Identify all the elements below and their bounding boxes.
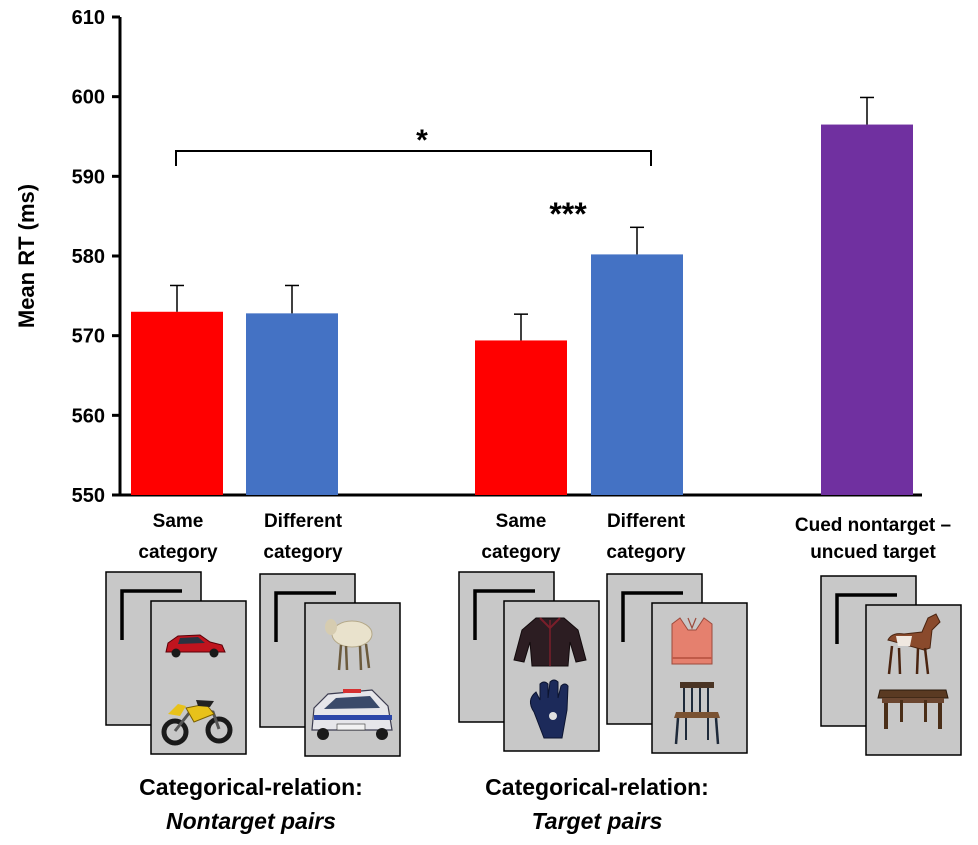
group-label-nontarget-line2: Nontarget pairs (166, 808, 336, 834)
y-tick-label: 610 (72, 7, 105, 29)
significance-star-bracket: * (416, 124, 428, 157)
group-label-target-line2: Target pairs (532, 808, 663, 834)
category-label-3-line1: Same (496, 511, 547, 532)
category-label-2-line2: category (263, 542, 343, 563)
motorcycle-image (161, 700, 233, 746)
category-labels: Same category Different category Same ca… (138, 511, 951, 563)
group-labels: Categorical-relation: Nontarget pairs Ca… (139, 774, 709, 834)
y-tick-label: 570 (72, 326, 105, 348)
horse-image (887, 613, 941, 675)
category-label-3-line2: category (481, 542, 561, 563)
sheep-image (325, 619, 373, 671)
group-label-nontarget-line1: Categorical-relation: (139, 774, 363, 800)
van-image (311, 689, 393, 740)
significance-stars-target: *** (549, 196, 587, 232)
glove-image (530, 679, 569, 739)
category-label-1-line2: category (138, 542, 218, 563)
chair-image (674, 682, 720, 745)
car-image (165, 634, 226, 658)
bar-4 (591, 254, 683, 495)
category-label-2-line1: Different (264, 511, 343, 532)
stimulus-pair-3 (458, 571, 600, 752)
category-label-1-line1: Same (153, 511, 204, 532)
y-tick-label: 560 (72, 405, 105, 427)
bar-1 (131, 311, 223, 495)
category-label-5-line1: Cued nontarget – (795, 515, 951, 536)
y-tick-label: 580 (72, 246, 105, 268)
stimulus-pair-5 (820, 575, 962, 756)
significance-markers: * *** (175, 124, 652, 232)
bar-5 (821, 124, 913, 496)
category-label-4-line2: category (606, 542, 686, 563)
bar-3 (475, 340, 567, 495)
category-label-5-line2: uncued target (810, 542, 936, 563)
table-image (877, 689, 949, 729)
category-label-4-line1: Different (607, 511, 686, 532)
group-label-target-line1: Categorical-relation: (485, 774, 709, 800)
stimulus-pair-1 (105, 571, 247, 755)
y-tick-label: 600 (72, 87, 105, 109)
jacket-image (513, 617, 587, 667)
stimulus-illustrations (105, 571, 962, 757)
bar-2 (246, 313, 338, 495)
significance-bracket (175, 150, 652, 166)
stimulus-pair-4 (606, 573, 748, 754)
stimulus-pair-2 (259, 573, 401, 757)
y-tick-label: 550 (72, 485, 105, 507)
y-tick-label: 590 (72, 166, 105, 188)
bars (131, 124, 913, 496)
error-bars (170, 96, 874, 341)
sweater-vest-image (671, 617, 713, 665)
y-axis-title: Mean RT (ms) (14, 184, 39, 328)
